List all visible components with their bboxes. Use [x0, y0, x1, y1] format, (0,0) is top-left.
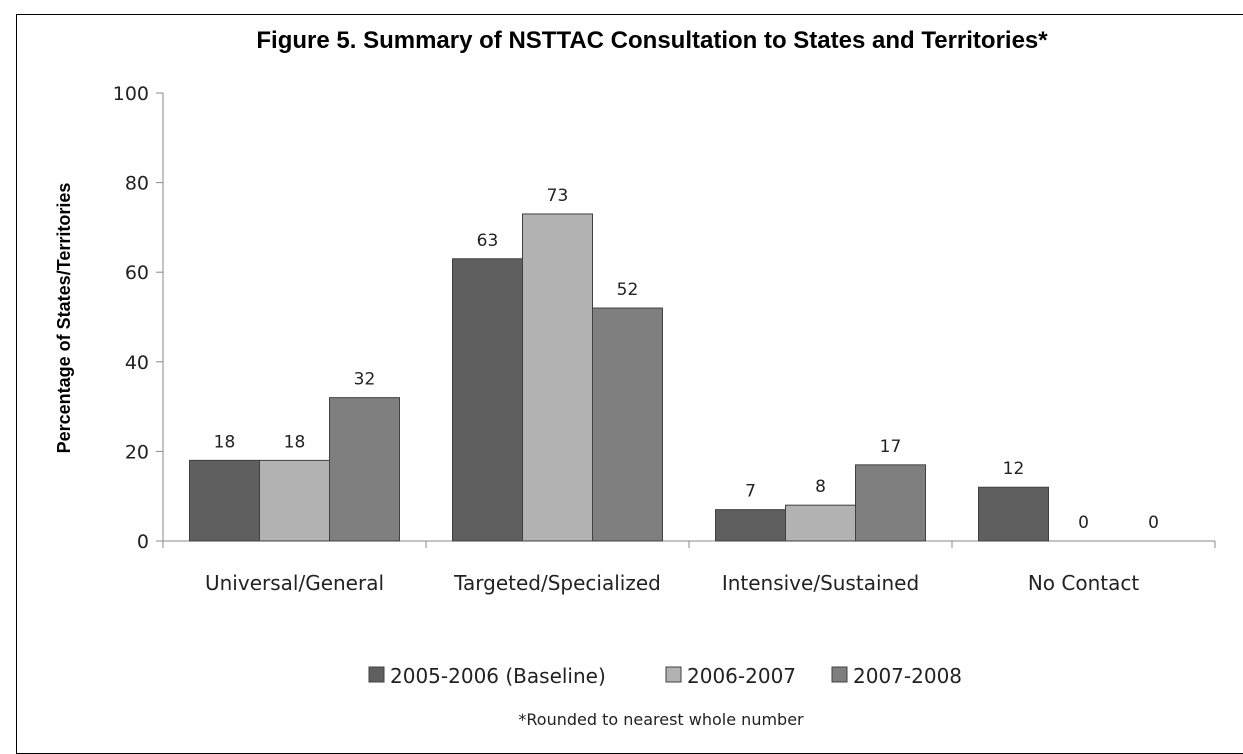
- y-tick-label: 20: [125, 441, 149, 463]
- y-tick-label: 100: [113, 83, 149, 105]
- legend-swatch-2005-2006-baseline: [368, 666, 385, 683]
- data-label-universal-general-2006-2007: 18: [284, 432, 306, 452]
- bar-targeted-specialized-2006-2007: [522, 213, 593, 542]
- bar-universal-general-2006-2007: [259, 459, 330, 542]
- y-axis-label: Percentage of States/Territories: [54, 183, 74, 454]
- data-label-no-contact-2005-2006-baseline: 12: [1003, 459, 1025, 479]
- x-category-label: Intensive/Sustained: [722, 571, 919, 595]
- footnote: *Rounded to nearest whole number: [518, 710, 804, 729]
- data-label-intensive-sustained-2005-2006-baseline: 7: [745, 482, 756, 502]
- bar-intensive-sustained-2006-2007: [785, 504, 856, 542]
- x-category-label: No Contact: [1028, 571, 1140, 595]
- bars: [189, 213, 1049, 542]
- data-labels: 18 18 32 63 73 52 7 8 17 12 0 0: [214, 186, 1159, 533]
- bar-universal-general-2005-2006-baseline: [189, 459, 260, 542]
- data-label-universal-general-2005-2006-baseline: 18: [214, 432, 236, 452]
- data-label-no-contact-2007-2008: 0: [1148, 513, 1159, 533]
- chart-title: Figure 5. Summary of NSTTAC Consultation…: [256, 27, 1048, 54]
- x-category-label: Targeted/Specialized: [453, 571, 661, 595]
- y-tick-label: 40: [125, 352, 149, 374]
- y-tick-label: 0: [137, 531, 149, 553]
- data-label-intensive-sustained-2007-2008: 17: [880, 437, 902, 457]
- legend-label-2006-2007: 2006-2007: [687, 664, 796, 688]
- legend: 2005-2006 (Baseline) 2006-2007 2007-2008: [368, 664, 962, 688]
- data-label-targeted-specialized-2005-2006-baseline: 63: [477, 231, 499, 251]
- bar-intensive-sustained-2005-2006-baseline: [715, 509, 786, 542]
- legend-label-2007-2008: 2007-2008: [853, 664, 962, 688]
- x-axis: [162, 540, 1216, 548]
- bar-no-contact-2005-2006-baseline: [978, 486, 1049, 542]
- legend-label-2005-2006-baseline: 2005-2006 (Baseline): [390, 664, 606, 688]
- category-labels: Universal/General Targeted/Specialized Int…: [205, 571, 1139, 595]
- y-tick-label: 60: [125, 262, 149, 284]
- data-label-targeted-specialized-2007-2008: 52: [617, 280, 639, 300]
- legend-swatch-2006-2007: [665, 666, 682, 683]
- bar-intensive-sustained-2007-2008: [855, 464, 926, 542]
- bar-chart: Figure 5. Summary of NSTTAC Consultation…: [54, 27, 1216, 729]
- bar-targeted-specialized-2005-2006-baseline: [452, 258, 523, 542]
- data-label-no-contact-2006-2007: 0: [1078, 513, 1089, 533]
- legend-swatch-2007-2008: [831, 666, 848, 683]
- data-label-universal-general-2007-2008: 32: [354, 370, 376, 390]
- bar-universal-general-2007-2008: [329, 397, 400, 542]
- data-label-targeted-specialized-2006-2007: 73: [547, 186, 569, 206]
- y-axis: 0 20 40 60 80 100: [113, 83, 164, 553]
- data-label-intensive-sustained-2006-2007: 8: [815, 477, 826, 497]
- y-tick-label: 80: [125, 173, 149, 195]
- x-category-label: Universal/General: [205, 571, 384, 595]
- bar-targeted-specialized-2007-2008: [592, 307, 663, 542]
